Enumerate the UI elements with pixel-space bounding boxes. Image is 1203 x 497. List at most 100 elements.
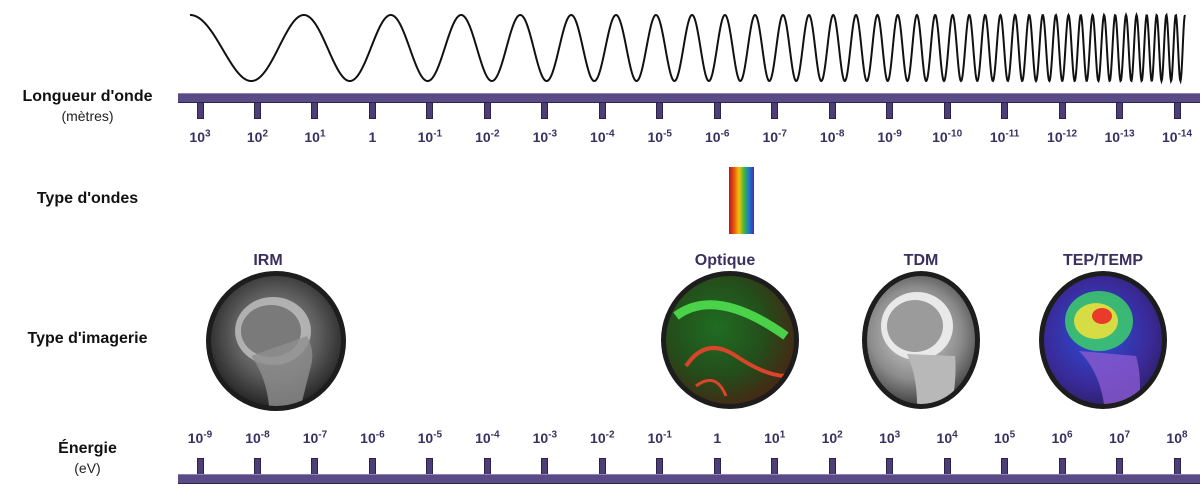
wave-illustration [189, 11, 1186, 85]
wavelength-tick-label: 10-10 [917, 129, 977, 145]
energy-tick-label: 10-3 [515, 430, 575, 446]
energy-tick-base: 10 [1166, 430, 1182, 446]
energy-tick-base: 10 [821, 430, 838, 446]
energy-post [886, 458, 894, 475]
energy-tick-base: 10 [532, 430, 549, 446]
energy-tick-exponent: -6 [375, 429, 385, 441]
wavelength-post [1173, 102, 1181, 119]
wavelength-post [541, 102, 549, 119]
wavelength-tick-base: 10 [932, 129, 948, 145]
mri-head-silhouette [235, 297, 313, 406]
wavelength-tick-label: 10-8 [802, 129, 862, 145]
energy-post [828, 458, 836, 475]
band-microwave: Micro-ondes [373, 167, 568, 234]
energy-label: Énergie (eV) [0, 440, 175, 476]
band-uv: UV [755, 167, 836, 234]
wavelength-tick-base: 10 [189, 129, 205, 145]
wavelength-tick-base: 10 [246, 129, 263, 145]
energy-tick-label: 103 [860, 430, 920, 446]
energy-tick-exponent: 4 [952, 429, 958, 441]
band-xray-label: Rayons X [888, 191, 961, 209]
wavelength-post [1058, 102, 1066, 119]
energy-tick-label: 10-6 [342, 430, 402, 446]
energy-axis-bar [178, 474, 1200, 484]
wavelength-title: Longueur d'onde [22, 88, 153, 105]
energy-tick-label: 10-9 [170, 430, 230, 446]
energy-post [253, 458, 261, 475]
wavelength-post [886, 102, 894, 119]
wavelength-tick-base: 10 [647, 129, 664, 145]
energy-post [713, 458, 721, 475]
band-gamma-label: Rayons γ [1070, 191, 1143, 209]
energy-tick-exponent: -1 [663, 429, 672, 441]
energy-tick-exponent: 2 [837, 429, 843, 441]
energy-tick-base: 10 [936, 430, 953, 446]
energy-tick-base: 10 [302, 430, 319, 446]
wavelength-tick-label: 102 [227, 129, 287, 145]
energy-tick-exponent: 6 [1067, 429, 1073, 441]
wavelength-post [1001, 102, 1009, 119]
energy-tick-label: 106 [1032, 430, 1092, 446]
wavelength-post [196, 102, 204, 119]
energy-post [196, 458, 204, 475]
energy-tick-base: 10 [1108, 430, 1125, 446]
wavelength-tick-base: 10 [532, 129, 549, 145]
band-infrared-label: Infrarouge [609, 191, 689, 209]
ct-head-silhouette [881, 292, 956, 404]
wavelength-tick-exponent: -5 [663, 128, 672, 140]
wavelength-tick-label: 10-2 [457, 129, 517, 145]
energy-post [771, 458, 779, 475]
energy-tick-label: 10-5 [400, 430, 460, 446]
energy-unit: (eV) [74, 460, 101, 476]
energy-tick-label: 10-1 [630, 430, 690, 446]
wavelength-tick-label: 10-14 [1147, 129, 1203, 145]
band-radio: Ondes radio [178, 167, 372, 234]
wavelength-tick-label: 10-13 [1090, 129, 1150, 145]
visible-spectrum [729, 167, 754, 234]
wavelength-post [713, 102, 721, 119]
energy-tick-label: 10-4 [457, 430, 517, 446]
wavelength-tick-base: 10 [762, 129, 779, 145]
wavelength-tick-base: 10 [877, 129, 893, 145]
energy-post [656, 458, 664, 475]
band-radio-label: Ondes radio [228, 191, 322, 209]
energy-post [483, 458, 491, 475]
imaging-type-label: Type d'imagerie [27, 330, 148, 347]
wavelength-tick-exponent: -6 [720, 128, 730, 140]
wavelength-tick-base: 10 [1047, 129, 1063, 145]
band-gamma: Rayons γ [1013, 167, 1200, 234]
wave-type-label: Type d'ondes [36, 190, 139, 207]
energy-tick-label: 104 [917, 430, 977, 446]
wavelength-post [426, 102, 434, 119]
energy-tick-label: 1 [687, 430, 747, 446]
energy-tick-label: 105 [975, 430, 1035, 446]
wavelength-tick-label: 1 [342, 129, 402, 145]
wavelength-tick-base: 10 [819, 129, 836, 145]
band-xray: Rayons X [837, 167, 1012, 234]
wavelength-post [483, 102, 491, 119]
optical-microscopy-icon [661, 271, 799, 409]
wavelength-post [771, 102, 779, 119]
mri-scan-icon [206, 271, 346, 411]
energy-post [368, 458, 376, 475]
imaging-ct-label: TDM [903, 252, 939, 269]
optical-tissue-pattern [673, 300, 789, 397]
wavelength-tick-exponent: 1 [319, 128, 326, 140]
wavelength-tick-label: 10-3 [515, 129, 575, 145]
wavelength-tick-base: 10 [1104, 129, 1121, 145]
energy-tick-exponent: -2 [605, 429, 615, 441]
energy-tick-base: 10 [879, 430, 895, 446]
wavelength-tick-exponent: -9 [892, 128, 902, 140]
energy-tick-exponent: -5 [433, 429, 443, 441]
imaging-pet-label: TEP/TEMP [1062, 252, 1143, 269]
wavelength-tick-label: 10-7 [745, 129, 805, 145]
energy-tick-base: 10 [417, 430, 434, 446]
wavelength-tick-base: 10 [475, 129, 491, 145]
wavelength-tick-exponent: 2 [262, 128, 269, 140]
energy-post [1058, 458, 1066, 475]
energy-tick-label: 101 [745, 430, 805, 446]
wavelength-tick-label: 10-6 [687, 129, 747, 145]
energy-post [1001, 458, 1009, 475]
wavelength-tick-label: 10-9 [860, 129, 920, 145]
wavelength-tick-base: 10 [1161, 129, 1178, 145]
